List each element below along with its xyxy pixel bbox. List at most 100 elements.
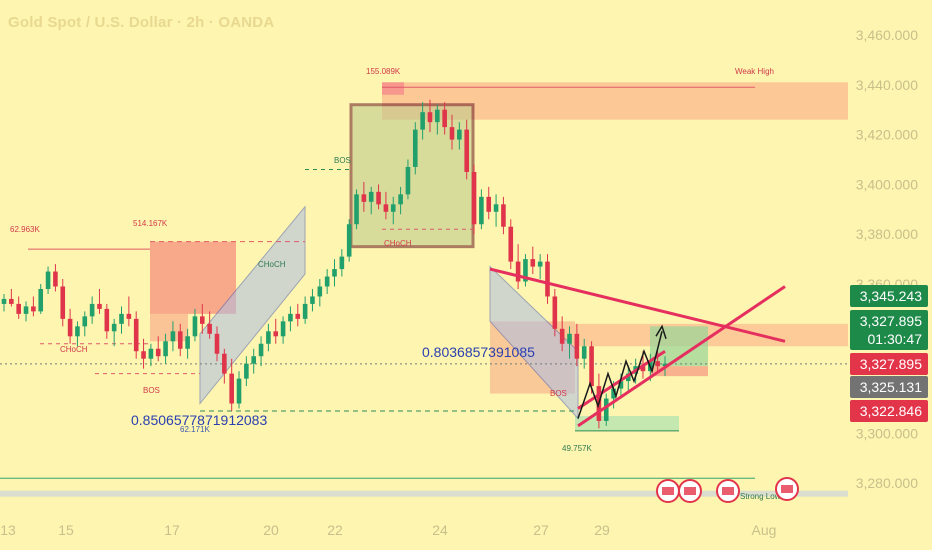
price-tag-label: 3,327.895 — [860, 356, 922, 372]
candle-body — [82, 316, 88, 327]
candle-body — [273, 331, 279, 337]
x-tick-label: 20 — [263, 522, 279, 538]
candle-body — [611, 388, 616, 399]
price-axis: 3,460.000 3,440.000 3,420.000 3,400.000 3,38… — [848, 0, 932, 550]
candle-body — [302, 303, 308, 319]
candle-body — [60, 286, 66, 319]
price-tag — [850, 285, 928, 307]
candle-body — [126, 313, 132, 319]
x-tick-label: 22 — [327, 522, 343, 538]
candle-body — [31, 306, 36, 312]
candle-body — [310, 296, 315, 304]
candle-body — [9, 298, 14, 304]
candle-body — [192, 316, 198, 337]
fib-label-1: 0.8506577871912083 — [131, 412, 267, 428]
x-tick-label: 27 — [533, 522, 549, 538]
price-tag-label: 3,325.131 — [860, 379, 922, 395]
volume-label-49757k: 49.757K — [562, 444, 592, 453]
candles-layer — [1, 99, 668, 429]
candle-body — [170, 331, 176, 342]
volume-label-155089k: 155.089K — [366, 67, 401, 76]
price-tag-label: 3,322.846 — [860, 403, 922, 419]
price-tag — [850, 328, 928, 350]
candle-body — [420, 112, 425, 130]
candle-body — [464, 129, 469, 172]
x-tick-label: Aug — [752, 522, 777, 538]
candle-body — [163, 341, 168, 357]
y-tick-label: 3,440.000 — [856, 77, 918, 93]
candle-body — [258, 343, 264, 357]
y-tick-label: 3,300.000 — [856, 425, 918, 441]
flag-icon — [684, 487, 696, 495]
x-tick-label: 29 — [594, 522, 610, 538]
candle-body — [177, 331, 183, 349]
wedge-upper-line — [489, 267, 786, 343]
candle-body — [339, 256, 345, 270]
candle-body — [23, 306, 29, 314]
candle-body — [625, 373, 631, 382]
candle-body — [545, 261, 550, 297]
candle-body — [523, 259, 528, 282]
candle-body — [655, 361, 660, 367]
candle-body — [427, 112, 433, 123]
candle-body — [662, 363, 668, 367]
candle-body — [368, 191, 374, 202]
candle-body — [471, 171, 477, 225]
x-tick-label: 15 — [58, 522, 74, 538]
candle-body — [442, 109, 447, 128]
flag-icon — [781, 485, 793, 493]
candle-body — [574, 333, 580, 359]
stop-zone — [650, 366, 708, 377]
candle-body — [53, 271, 58, 287]
candle-body — [236, 378, 242, 404]
candle-body — [200, 316, 205, 324]
rising-support-line — [577, 349, 666, 410]
volume-label-62171k: 62.171K — [180, 425, 210, 434]
projection-path — [577, 331, 663, 419]
candle-body — [75, 326, 80, 337]
flag-icon — [722, 487, 734, 495]
candle-body — [280, 321, 286, 337]
candle-body — [38, 288, 44, 312]
y-tick-label: 3,420.000 — [856, 127, 918, 143]
candle-body — [405, 166, 411, 195]
candle-body — [111, 323, 117, 332]
candle-body — [479, 196, 484, 225]
candle-body — [89, 303, 95, 317]
candle-body — [1, 298, 7, 304]
price-tag-label: 3,327.895 — [860, 313, 922, 329]
candle-body — [266, 331, 271, 344]
candle-body — [435, 109, 440, 123]
candle-body — [207, 323, 212, 334]
candle-body — [332, 269, 337, 277]
y-tick-label: 3,460.000 — [856, 27, 918, 43]
y-tick-label: 3,400.000 — [856, 176, 918, 192]
candle-body — [295, 313, 301, 319]
candle-body — [618, 381, 624, 389]
candle-body — [244, 363, 249, 379]
weak-high-label: Weak High — [735, 67, 774, 76]
candle-body — [515, 261, 521, 282]
price-axis-bg — [848, 0, 932, 550]
bos-label-2: BOS — [334, 156, 351, 165]
price-tag — [850, 353, 928, 375]
candle-body — [390, 204, 396, 212]
candle-body — [148, 348, 154, 359]
candle-body — [67, 318, 73, 337]
candle-body — [251, 356, 257, 364]
bottom-band — [0, 490, 848, 497]
candle-body — [398, 194, 403, 205]
lines-layer — [0, 86, 848, 479]
weak-high-zone-core — [382, 82, 404, 95]
zones-layer — [0, 82, 848, 497]
y-tick-label: 3,380.000 — [856, 226, 918, 242]
candle-body — [288, 313, 293, 322]
candle-body — [185, 336, 190, 349]
candle-body — [376, 191, 381, 205]
candle-body — [603, 398, 609, 421]
labels-layer: Weak High Strong Low 62.963K 514.167K 155.08… — [10, 67, 799, 503]
x-tick-label: 24 — [432, 522, 448, 538]
candle-body — [119, 313, 124, 324]
